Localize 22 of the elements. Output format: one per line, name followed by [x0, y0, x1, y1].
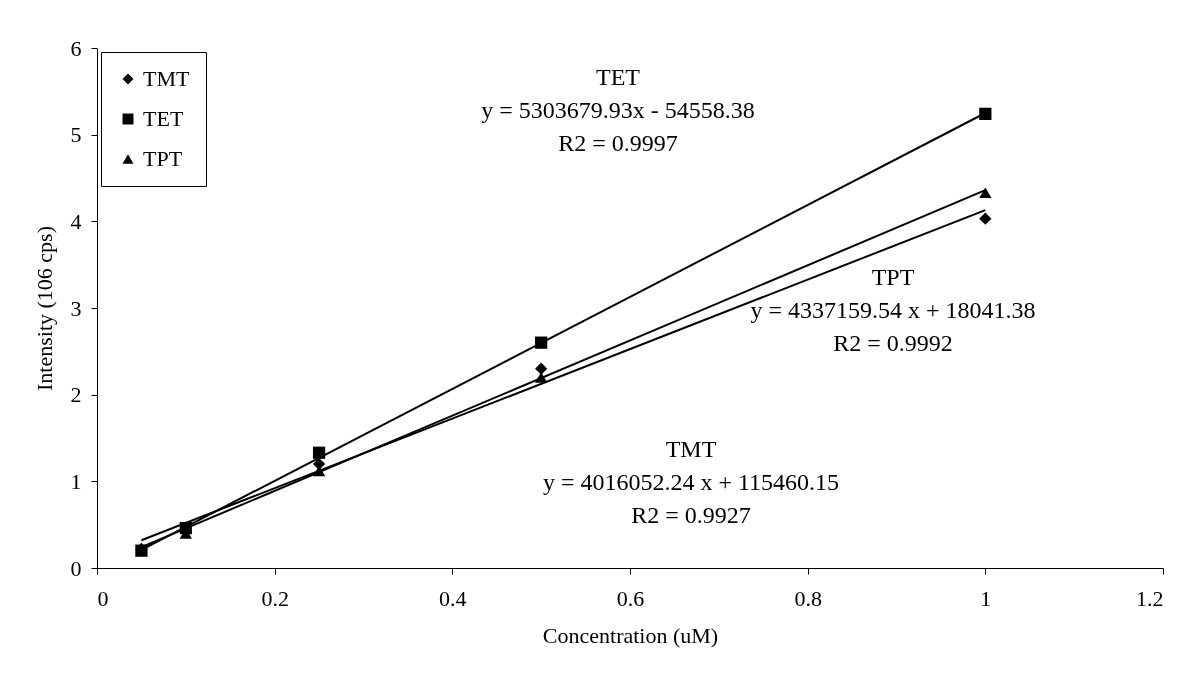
- y-tick-label: 3: [70, 295, 82, 321]
- y-tick-label: 5: [70, 122, 82, 148]
- legend-label: TET: [143, 106, 184, 131]
- y-tick-label: 0: [70, 555, 82, 581]
- y-tick-label: 4: [70, 208, 82, 234]
- x-tick-label: 0.6: [616, 585, 645, 611]
- y-axis-title: Intensity (106 cps): [31, 226, 57, 391]
- x-tick-label: 0: [97, 585, 109, 611]
- y-tick-label: 6: [70, 35, 82, 61]
- x-tick-label: 0.8: [794, 585, 822, 611]
- legend-label: TMT: [143, 66, 190, 91]
- y-tick-label: 2: [70, 382, 82, 408]
- annotation: TET y = 5303679.93x - 54558.38 R2 = 0.9997: [481, 64, 755, 156]
- y-tick-label: 1: [70, 468, 82, 494]
- x-tick-label: 0.2: [261, 585, 289, 611]
- annotation: TPT y = 4337159.54 x + 18041.38 R2 = 0.9992: [750, 264, 1036, 356]
- x-tick-label: 0.4: [439, 585, 467, 611]
- x-tick-label: 1.2: [1136, 585, 1164, 611]
- x-axis-title: Concentration (uM): [542, 622, 719, 648]
- legend-label: TPT: [143, 146, 183, 171]
- annotation: TMT y = 4016052.24 x + 115460.15 R2 = 0.9927: [542, 436, 840, 528]
- x-tick-label: 1: [980, 585, 992, 611]
